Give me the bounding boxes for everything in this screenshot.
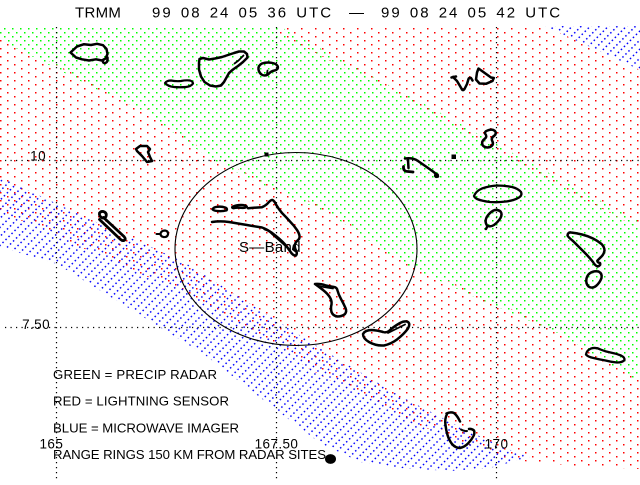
svg-text:165: 165: [40, 437, 64, 452]
svg-text:99 08 24 05 42 UTC: 99 08 24 05 42 UTC: [381, 5, 562, 22]
svg-text:170: 170: [485, 437, 509, 452]
svg-text:BLUE = MICROWAVE IMAGER: BLUE = MICROWAVE IMAGER: [53, 420, 239, 435]
svg-text:RED = LIGHTNING SENSOR: RED = LIGHTNING SENSOR: [53, 394, 229, 409]
svg-text:10: 10: [30, 149, 46, 164]
svg-text:RANGE RINGS 150 KM FROM RADAR: RANGE RINGS 150 KM FROM RADAR SITES: [53, 447, 326, 462]
svg-text:GREEN = PRECIP RADAR: GREEN = PRECIP RADAR: [53, 367, 217, 382]
svg-text:—: —: [349, 5, 364, 22]
svg-text:TRMM: TRMM: [75, 5, 121, 22]
svg-text:7.50: 7.50: [22, 317, 50, 332]
svg-text:167.50: 167.50: [255, 437, 299, 452]
svg-text:S—Band: S—Band: [239, 239, 301, 256]
svg-text:99 08 24 05 36 UTC: 99 08 24 05 36 UTC: [152, 5, 333, 22]
